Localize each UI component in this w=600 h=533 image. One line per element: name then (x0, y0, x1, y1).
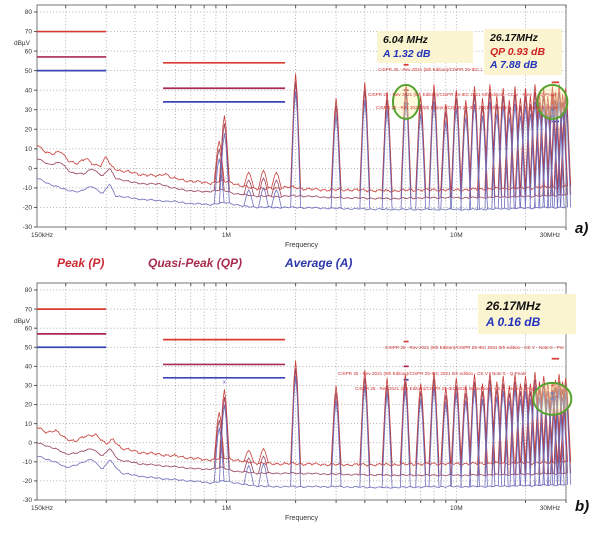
figure-label-a: a) (575, 220, 589, 237)
legend-average: Average (A) (285, 256, 353, 270)
trace-peak-p- (36, 360, 572, 467)
highlight-circle (536, 83, 569, 120)
x-tick-label: 10M (450, 232, 463, 239)
y-tick-label: 80 (25, 287, 33, 294)
annotation-box: 26.17MHz QP 0.93 dB A 7.88 dB (484, 29, 562, 75)
y-tick-label: 80 (25, 9, 33, 16)
y-tick-label: -30 (23, 224, 33, 231)
highlight-circle (391, 83, 420, 120)
figure-label-b: b) (575, 498, 590, 515)
y-tick-label: 60 (25, 48, 33, 55)
y-tick-label: 30 (25, 383, 33, 390)
x-tick-label: 150kHz (31, 505, 53, 512)
marker-label: x (223, 380, 226, 386)
y-axis-unit: dBµV (14, 318, 31, 325)
annotation-line: A 7.88 dB (490, 59, 538, 72)
y-tick-label: -20 (23, 205, 33, 212)
annotation-line: 6.04 MHz (383, 34, 428, 46)
annotation-line: A 0.16 dB (486, 315, 541, 330)
annotation-box: 26.17MHz A 0.16 dB (478, 294, 576, 335)
trace-quasi-peak-qp- (36, 368, 572, 477)
y-axis-unit: dBµV (14, 40, 31, 47)
y-tick-label: 70 (25, 306, 33, 313)
y-tick-label: 60 (25, 325, 33, 332)
y-tick-label: 20 (25, 402, 33, 409)
limit-line-label: CISPR 25 - Rev 2021 (5th Edition)/CISPR … (368, 92, 557, 97)
x-tick-label: 1M (222, 505, 231, 512)
y-tick-label: 70 (25, 29, 33, 36)
x-tick-label: 30MHz (540, 505, 561, 512)
y-tick-label: 50 (25, 68, 33, 75)
annotation-box: 6.04 MHz A 1.32 dB (377, 31, 473, 64)
y-tick-label: -10 (23, 459, 33, 466)
legend-quasi-peak: Quasi-Peak (QP) (148, 256, 243, 270)
limit-line-label: CISPR 25 - Rev 2021 (5th Edition)/CISPR … (338, 371, 527, 376)
marker-label: 2 (404, 94, 407, 100)
y-tick-label: 0 (28, 166, 32, 173)
y-tick-label: -30 (23, 497, 33, 504)
y-tick-label: 10 (25, 146, 33, 153)
trace-average-a- (36, 375, 572, 489)
trace-quasi-peak-qp- (36, 81, 572, 200)
y-tick-label: 40 (25, 364, 33, 371)
limit-line-label: CISPR 25 - Rev 2021 (5th Edition)/CISPR … (376, 105, 557, 110)
x-tick-label: 30MHz (540, 232, 561, 239)
x-tick-label: 150kHz (31, 232, 53, 239)
plot-frame-a (36, 4, 567, 228)
y-tick-label: 20 (25, 126, 33, 133)
x-tick-label: 1M (222, 232, 231, 239)
x-axis-title: Frequency (285, 515, 319, 522)
y-tick-label: 10 (25, 421, 33, 428)
annotation-line: 26.17MHz (486, 299, 541, 313)
limit-line-label: CISPR 25 - Rev 2021 (5th Edition)/CISPR … (385, 345, 564, 350)
y-tick-label: 0 (28, 440, 32, 447)
y-tick-label: -10 (23, 185, 33, 192)
y-tick-label: 50 (25, 344, 33, 351)
annotation-line: A 1.32 dB (383, 47, 431, 60)
x-tick-label: 10M (450, 505, 463, 512)
limit-line-label: CISPR 25 - Rev 2021 (5th Edition)/CISPR … (378, 67, 482, 72)
y-tick-label: -20 (23, 478, 33, 485)
annotation-line: QP 0.93 dB (490, 45, 546, 58)
x-axis-title: Frequency (285, 242, 319, 249)
limit-line-label: CISPR 25 - Rev 2021 (5th Edition)/CISPR … (355, 386, 536, 391)
highlight-circle (532, 381, 573, 416)
y-tick-label: 40 (25, 87, 33, 94)
y-tick-label: 30 (25, 107, 33, 114)
legend-peak: Peak (P) (57, 256, 105, 270)
annotation-line: 26.17MHz (490, 32, 538, 44)
